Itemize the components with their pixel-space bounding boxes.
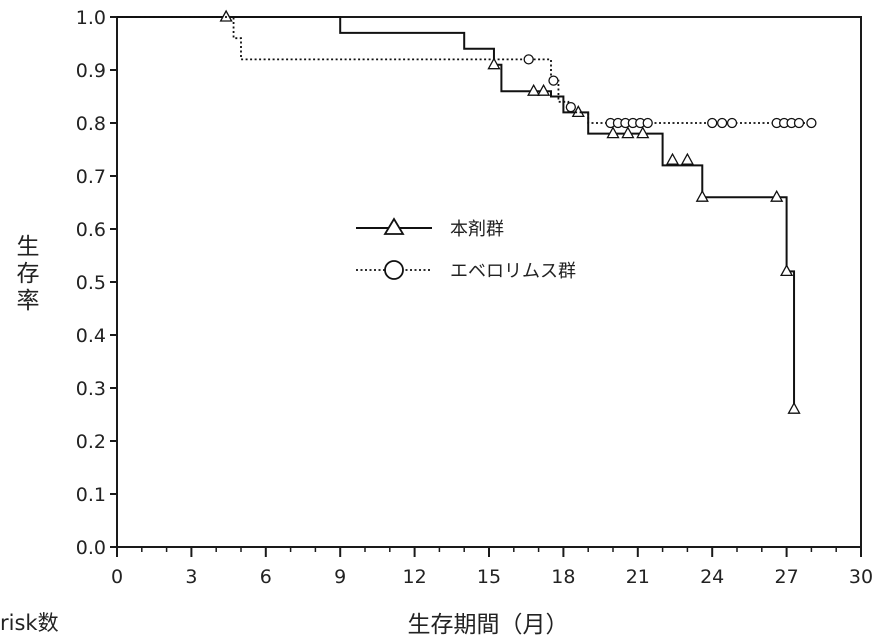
series-1 xyxy=(117,9,801,414)
x-tick-label: 30 xyxy=(849,566,873,588)
y-tick-label: 0.5 xyxy=(76,272,106,294)
censor-marker-circle xyxy=(565,101,576,113)
x-axis-title: 生存期間（月） xyxy=(408,612,569,636)
censor-marker-triangle xyxy=(665,152,680,165)
x-tick-label: 21 xyxy=(626,566,650,588)
censor-marker-triangle xyxy=(636,126,650,139)
censor-marker-triangle xyxy=(695,189,709,202)
censor-marker-triangle xyxy=(621,126,635,139)
legend-label: 本剤群 xyxy=(450,219,504,240)
legend-label: エベロリムス群 xyxy=(450,261,576,282)
censor-marker-triangle xyxy=(571,105,585,118)
x-tick-label: 12 xyxy=(403,566,427,588)
y-axis-title-char: 存 xyxy=(17,261,40,287)
censor-marker-triangle xyxy=(606,126,620,139)
censor-marker-circle xyxy=(726,117,738,129)
x-tick-label: 18 xyxy=(551,566,575,588)
y-tick-label: 0.7 xyxy=(76,166,106,188)
y-tick-label: 0.0 xyxy=(76,537,106,559)
y-tick-label: 0.1 xyxy=(76,484,106,506)
x-tick-label: 24 xyxy=(700,566,724,588)
censor-marker-circle xyxy=(716,117,728,129)
x-tick-label: 3 xyxy=(185,566,197,588)
y-tick-label: 0.2 xyxy=(76,431,106,453)
y-tick-label: 1.0 xyxy=(76,7,106,29)
censor-marker-circle xyxy=(793,117,805,129)
axes: 0 3 6 9 12 15 18 21 24 27 30 0.0 0.1 0.2 0.3 0.4 0.5 0.6 0… xyxy=(76,7,873,588)
censor-marker-triangle xyxy=(527,83,541,96)
plot-frame xyxy=(116,16,862,548)
censor-marker-circle xyxy=(523,54,534,65)
y-tick-label: 0.9 xyxy=(76,60,106,82)
censor-marker-triangle xyxy=(219,9,233,22)
censor-marker-triangle xyxy=(487,57,501,70)
y-axis-title-char: 率 xyxy=(17,288,40,314)
censor-marker-triangle xyxy=(787,401,801,414)
y-axis-title-char: 生 xyxy=(17,234,40,260)
y-tick-label: 0.3 xyxy=(76,378,106,400)
series-2 xyxy=(117,16,817,129)
legend-circle-icon xyxy=(384,260,404,280)
censor-marker-circle xyxy=(548,75,559,86)
series-line xyxy=(117,16,796,410)
censor-marker-circle xyxy=(806,117,817,129)
legend-triangle-icon xyxy=(383,217,405,235)
x-tick-label: 0 xyxy=(111,566,123,588)
censor-marker-triangle xyxy=(680,152,694,165)
censor-marker-circle xyxy=(707,117,718,129)
x-tick-label: 27 xyxy=(775,566,799,588)
censor-marker-triangle xyxy=(536,83,551,96)
censor-marker-triangle xyxy=(770,189,784,202)
censor-marker-triangle xyxy=(780,264,794,277)
risk-count-label: risk数 xyxy=(0,611,59,635)
y-axis-title: 生存率 xyxy=(17,234,40,314)
censor-marker-circle xyxy=(642,117,653,129)
y-tick-label: 0.8 xyxy=(76,113,106,135)
x-tick-label: 6 xyxy=(260,566,272,588)
x-tick-label: 15 xyxy=(477,566,501,588)
y-tick-label: 0.4 xyxy=(76,325,106,347)
x-tick-label: 9 xyxy=(334,566,346,588)
y-tick-label: 0.6 xyxy=(76,219,106,241)
series-layer xyxy=(117,9,817,414)
